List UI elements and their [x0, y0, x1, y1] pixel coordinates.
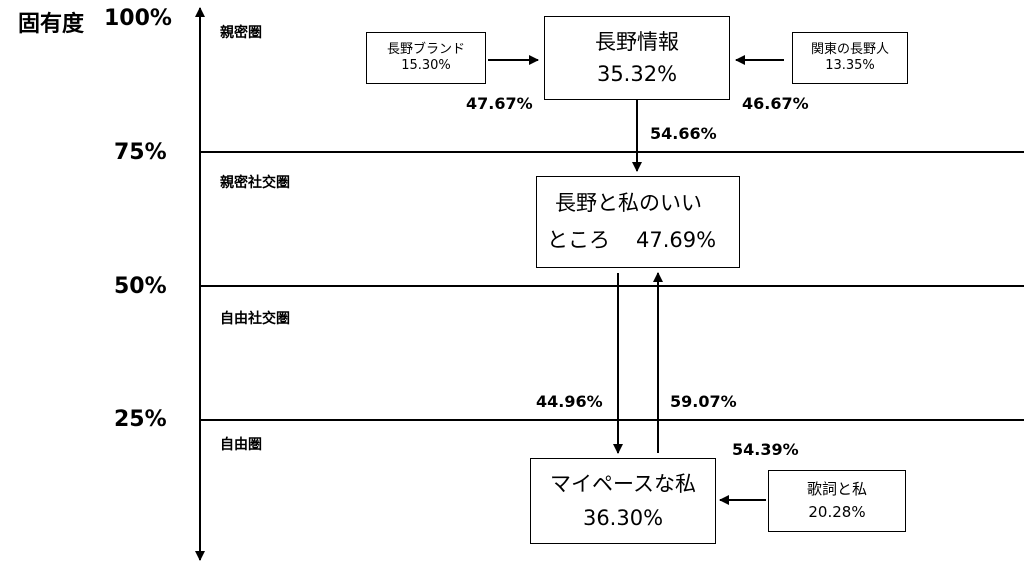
edge-label-info-to-watashi: 54.66%	[650, 124, 717, 143]
zone-label-shinmitsuken: 親密圏	[220, 25, 262, 41]
tick-50: 50%	[114, 274, 167, 299]
node-nagano-watashi-name: 長野と私のいい	[555, 190, 702, 215]
edge-label-brand-to-info: 47.67%	[466, 94, 533, 113]
node-my-pace-name: マイペースな私	[550, 471, 696, 496]
tick-25: 25%	[114, 407, 167, 432]
node-my-pace-value: 36.30%	[582, 506, 664, 530]
node-nagano-info: 長野情報 35.32%	[544, 16, 730, 100]
node-kanto-value: 13.35%	[825, 58, 875, 73]
tick-100: 100%	[104, 6, 172, 31]
edge-label-kashi-to-mypace: 54.39%	[732, 440, 799, 459]
node-nagano-info-name: 長野情報	[595, 29, 679, 54]
node-nagano-brand-name: 長野ブランド	[386, 41, 465, 57]
node-nagano-info-value: 35.32%	[596, 62, 678, 86]
zone-label-jiyuuken: 自由圏	[220, 437, 262, 453]
node-nagano-brand-value: 15.30%	[401, 58, 451, 73]
node-kashi-name: 歌詞と私	[806, 480, 867, 499]
node-nagano-watashi: 長野と私のいい ところ 47.69%	[536, 176, 740, 268]
node-my-pace: マイペースな私 36.30%	[530, 458, 716, 544]
axis-title: 固有度	[18, 12, 85, 37]
node-kashi-value: 20.28%	[808, 503, 866, 521]
node-nagano-watashi-name2: ところ	[547, 228, 610, 253]
edge-label-mypace-to-watashi: 59.07%	[670, 392, 737, 411]
edge-label-kanto-to-info: 46.67%	[742, 94, 809, 113]
zone-label-jiyuu-shakouken: 自由社交圏	[220, 311, 290, 327]
zone-label-shinmitsu-shakouken: 親密社交圏	[220, 175, 290, 191]
node-kanto-name: 関東の長野人	[810, 41, 889, 57]
node-nagano-brand: 長野ブランド 15.30%	[366, 32, 486, 84]
tick-75: 75%	[114, 140, 167, 165]
edge-label-watashi-to-mypace: 44.96%	[536, 392, 603, 411]
node-nagano-watashi-value: 47.69%	[636, 228, 717, 253]
node-kanto: 関東の長野人 13.35%	[792, 32, 908, 84]
node-kashi: 歌詞と私 20.28%	[768, 470, 906, 532]
